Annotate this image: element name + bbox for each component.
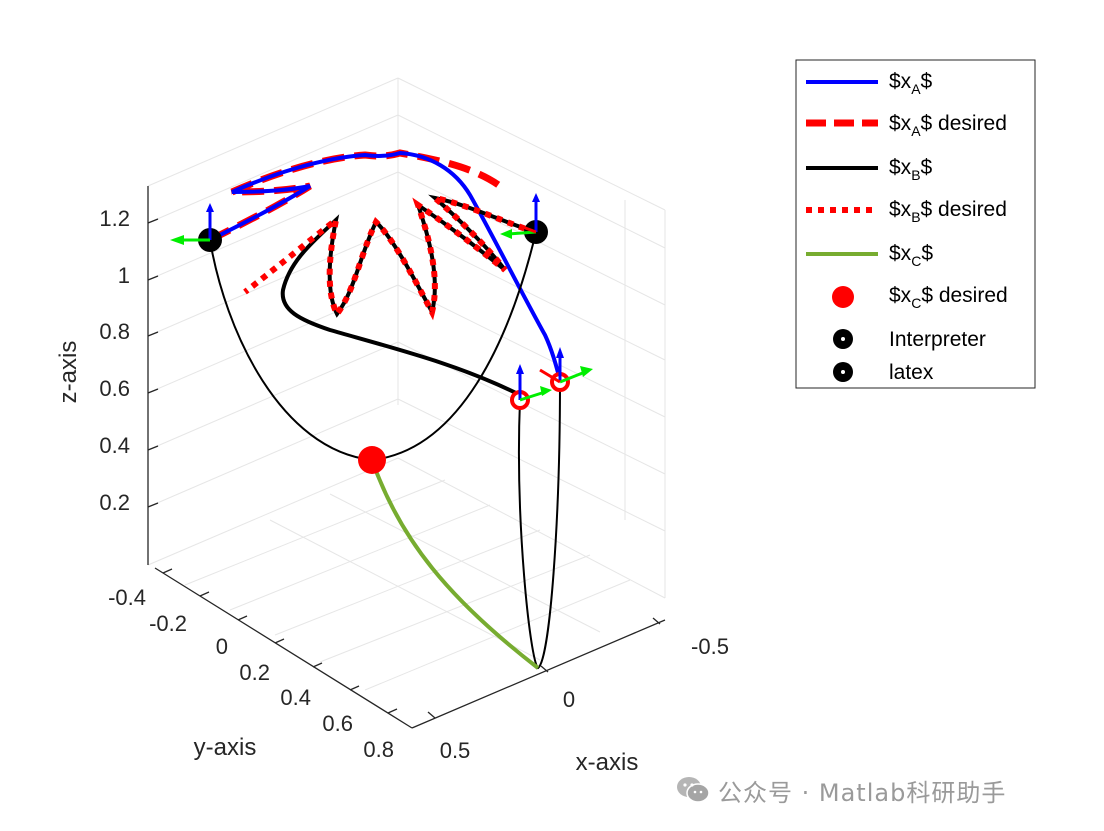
series-xA-desired [208, 149, 503, 244]
legend: $xA$ $xA$ desired $xB$ $xB$ desired $xC$… [795, 59, 1036, 389]
x-tick-labels: -0.5 0 0.5 [440, 634, 729, 763]
x-axis-line [411, 619, 666, 729]
z-tick-label: 1 [118, 263, 130, 288]
z-tick-label: 1.2 [99, 206, 130, 231]
y-tick-labels: -0.4 -0.2 0 0.2 0.4 0.6 0.8 [108, 585, 394, 762]
legend-label-latex: latex [889, 361, 934, 384]
legend-label-xC-desired: $xC$ desired [889, 284, 1008, 311]
series-xB [280, 194, 537, 397]
y-axis-line [154, 567, 413, 729]
z-tick-labels: 0.2 0.4 0.6 0.8 1 1.2 [99, 206, 130, 515]
y-tick-label: 0 [216, 634, 228, 659]
watermark-text: 公众号 · Matlab科研助手 [718, 778, 1007, 807]
y-axis-label: y-axis [194, 734, 257, 761]
y-tick-label: -0.2 [149, 611, 187, 636]
z-tick-label: 0.6 [99, 376, 130, 401]
marker-xC-desired [358, 446, 386, 474]
z-axis-label: z-axis [55, 341, 82, 404]
legend-label-xA: $xA$ [889, 70, 933, 97]
y-tick-label: 0.4 [280, 685, 311, 710]
frame-arrows [170, 193, 593, 402]
axes-lines [147, 186, 666, 729]
watermark: 公众号 · Matlab科研助手 [676, 770, 1006, 810]
y-tick-label: 0.6 [322, 711, 353, 736]
legend-swatch-xC-desired [832, 286, 854, 308]
x-tick-label: -0.5 [691, 634, 729, 659]
legend-label-interpreter: Interpreter [889, 328, 986, 351]
x-tick-label: 0.5 [440, 738, 471, 763]
legend-label-xC: $xC$ [889, 242, 933, 269]
x-axis-label: x-axis [576, 749, 639, 776]
series-parabola-left [209, 231, 537, 462]
z-tick-label: 0.2 [99, 490, 130, 515]
z-tick-label: 0.4 [99, 433, 130, 458]
grid-lines [147, 77, 666, 691]
series-xC [370, 459, 540, 670]
series-parabola-right [518, 381, 561, 670]
wechat-icon [677, 777, 710, 803]
legend-label-xA-desired: $xA$ desired [889, 112, 1007, 139]
y-tick-label: -0.4 [108, 585, 146, 610]
legend-label-xB-desired: $xB$ desired [889, 198, 1007, 225]
x-tick-label: 0 [563, 687, 575, 712]
y-tick-label: 0.8 [363, 737, 394, 762]
series-xB-desired [243, 192, 537, 321]
legend-label-xB: $xB$ [889, 156, 933, 183]
y-tick-label: 0.2 [239, 660, 270, 685]
z-tick-label: 0.8 [99, 319, 130, 344]
series-xA [209, 150, 562, 381]
